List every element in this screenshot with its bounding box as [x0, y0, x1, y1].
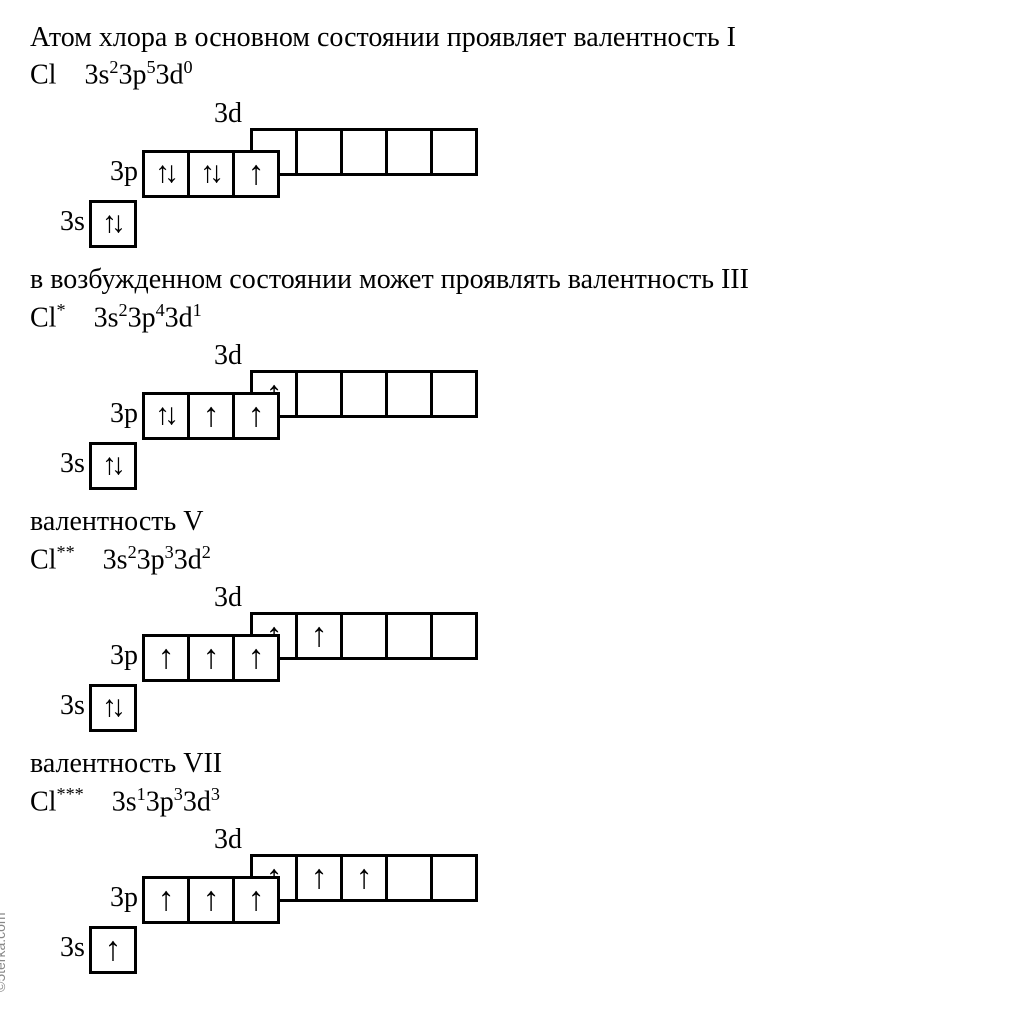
sublevel-label: 3d: [214, 98, 242, 129]
orbital-box: [295, 854, 343, 902]
orbital-boxes: [142, 392, 280, 440]
watermark: ©5terka.com: [0, 912, 8, 992]
sublevel: 3d: [250, 100, 478, 176]
orbital-box: [89, 442, 137, 490]
orbital-box: [295, 128, 343, 176]
orbital-box: [295, 370, 343, 418]
sublevel-label: 3s: [60, 932, 85, 964]
orbital-box: [340, 612, 388, 660]
electron-config: Cl 3s23p53d0: [30, 56, 990, 94]
sublevel-label: 3d: [214, 582, 242, 613]
state-section: валентность VIICl*** 3s13p33d33d3p3s: [30, 746, 990, 976]
intro-text: валентность VII: [30, 746, 990, 782]
orbital-box: [142, 876, 190, 924]
orbital-box: [89, 684, 137, 732]
sublevel-label: 3p: [110, 640, 138, 672]
orbital-boxes: [250, 612, 478, 660]
sublevel-label: 3d: [214, 340, 242, 371]
state-section: валентность VCl** 3s23p33d23d3p3s: [30, 504, 990, 734]
orbital-boxes: [142, 634, 280, 682]
orbital-box: [142, 150, 190, 198]
sublevel: 3d: [250, 342, 478, 418]
orbital-boxes: [142, 876, 280, 924]
orbital-boxes: [250, 128, 478, 176]
sublevel: 3p: [110, 150, 280, 198]
sublevel: 3s: [60, 442, 137, 490]
orbital-diagram: 3d 3p 3s: [30, 584, 990, 734]
orbital-box: [89, 200, 137, 248]
orbital-box: [187, 150, 235, 198]
orbital-box: [232, 392, 280, 440]
intro-text: в возбужденном состоянии может проявлять…: [30, 262, 990, 298]
sublevel-label: 3p: [110, 398, 138, 430]
sublevel-label: 3s: [60, 690, 85, 722]
orbital-diagram: 3d 3p 3s: [30, 342, 990, 492]
intro-text: Атом хлора в основном состоянии проявляе…: [30, 20, 990, 56]
orbital-diagram: 3d 3p 3s: [30, 100, 990, 250]
sublevel: 3s: [60, 200, 137, 248]
orbital-box: [232, 876, 280, 924]
orbital-box: [142, 634, 190, 682]
sublevel: 3p: [110, 876, 280, 924]
orbital-box: [89, 926, 137, 974]
orbital-box: [430, 854, 478, 902]
orbital-box: [340, 370, 388, 418]
orbital-box: [187, 392, 235, 440]
orbital-box: [385, 612, 433, 660]
orbital-box: [385, 128, 433, 176]
sublevel: 3s: [60, 684, 137, 732]
orbital-box: [430, 370, 478, 418]
sublevel-label: 3s: [60, 448, 85, 480]
electron-config: Cl*** 3s13p33d3: [30, 783, 990, 821]
orbital-boxes: [142, 150, 280, 198]
sublevel: 3p: [110, 634, 280, 682]
orbital-boxes: [250, 370, 478, 418]
sublevel: 3d: [250, 826, 478, 902]
sublevel-label: 3p: [110, 156, 138, 188]
sublevel: 3p: [110, 392, 280, 440]
orbital-box: [232, 150, 280, 198]
orbital-diagram: 3d 3p 3s: [30, 826, 990, 976]
orbital-boxes: [89, 442, 137, 490]
orbital-box: [430, 612, 478, 660]
orbital-box: [340, 854, 388, 902]
orbital-box: [187, 876, 235, 924]
orbital-box: [232, 634, 280, 682]
sublevel-label: 3s: [60, 206, 85, 238]
electron-config: Cl* 3s23p43d1: [30, 299, 990, 337]
orbital-box: [187, 634, 235, 682]
sublevel: 3d: [250, 584, 478, 660]
orbital-boxes: [89, 684, 137, 732]
state-section: Атом хлора в основном состоянии проявляе…: [30, 20, 990, 250]
sublevel-label: 3p: [110, 882, 138, 914]
intro-text: валентность V: [30, 504, 990, 540]
sublevel: 3s: [60, 926, 137, 974]
sublevel-label: 3d: [214, 824, 242, 855]
orbital-box: [430, 128, 478, 176]
electron-config: Cl** 3s23p33d2: [30, 541, 990, 579]
orbital-box: [340, 128, 388, 176]
orbital-boxes: [89, 200, 137, 248]
orbital-box: [385, 854, 433, 902]
state-section: в возбужденном состоянии может проявлять…: [30, 262, 990, 492]
orbital-boxes: [250, 854, 478, 902]
orbital-boxes: [89, 926, 137, 974]
orbital-box: [142, 392, 190, 440]
orbital-box: [295, 612, 343, 660]
orbital-box: [385, 370, 433, 418]
